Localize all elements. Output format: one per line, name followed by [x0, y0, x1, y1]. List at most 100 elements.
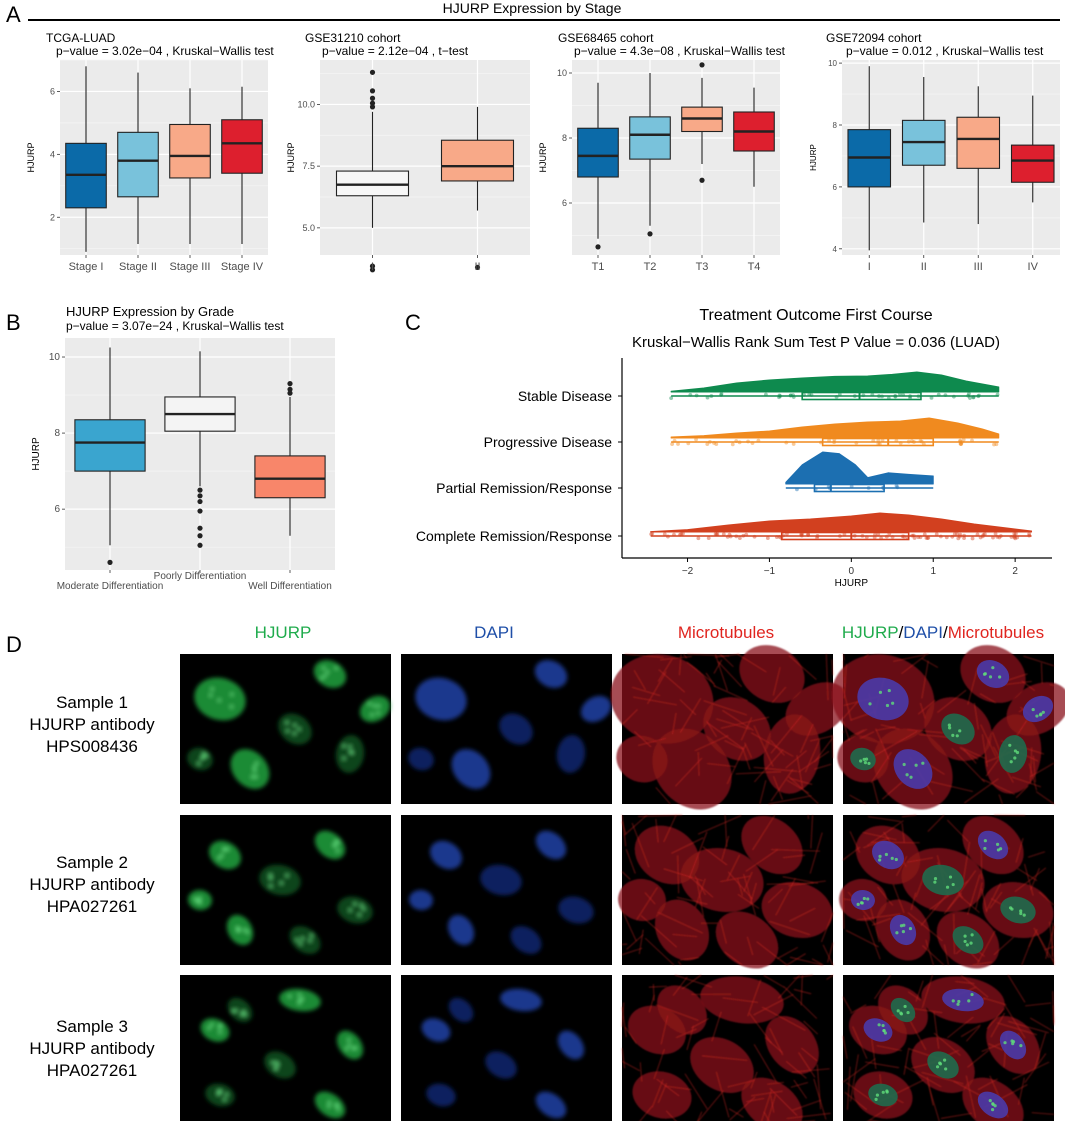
box-well-differentiation — [254, 381, 326, 536]
nuclear-speckle — [309, 933, 314, 938]
nuclear-speckle — [951, 882, 955, 887]
nuclear-speckle — [349, 750, 353, 754]
nuclear-speckle — [230, 692, 234, 696]
microtubule-fiber — [754, 749, 784, 783]
nucleus — [230, 749, 270, 789]
nuclear-speckle — [293, 723, 297, 727]
microtubule-fiber — [877, 886, 894, 906]
microtubule-fiber — [631, 822, 650, 868]
y-tick-label: 10 — [828, 59, 837, 68]
microtubule-fiber — [966, 1026, 981, 1042]
nuclear-speckle — [325, 670, 330, 674]
microtubule-fiber — [624, 814, 648, 836]
microtubule-fiber — [745, 849, 779, 872]
microtubule-fiber — [862, 831, 897, 841]
microtubule-fiber — [907, 857, 934, 863]
nuclear-speckle — [867, 761, 871, 766]
data-point — [714, 442, 719, 447]
nuclear-speckle — [377, 704, 381, 708]
microtubule-fiber — [644, 937, 675, 966]
microtubule-fiber — [926, 1076, 934, 1106]
microtubule-fiber — [789, 907, 816, 922]
microtubule-fiber — [959, 746, 986, 759]
chart-test-label: p−value = 0.012 , Kruskal−Wallis test — [846, 44, 1044, 58]
nuclear-speckle — [218, 1030, 222, 1034]
microtubule-fiber — [788, 880, 826, 887]
microtubule-fiber — [1018, 1077, 1025, 1105]
microtubule-fiber — [1029, 762, 1055, 778]
micrograph-hjurp-sample-2 — [180, 815, 391, 965]
x-tick-label: Stage III — [170, 261, 211, 273]
nucleus — [409, 889, 433, 911]
microtubule-fiber — [753, 766, 798, 772]
microtubule-fiber — [744, 742, 752, 758]
microtubule-fiber — [763, 975, 785, 988]
nuclear-speckle — [951, 999, 955, 1003]
data-point — [967, 391, 971, 396]
microtubule-fiber — [660, 1015, 669, 1045]
nuclear-speckle — [881, 1023, 885, 1028]
microtubule-fiber — [947, 1016, 974, 1039]
nucleus — [209, 840, 241, 870]
microtubule-fiber — [967, 667, 978, 705]
box-body — [221, 119, 263, 174]
nuclear-speckle — [359, 903, 363, 908]
row-label-sample-1: Sample 1 HJURP antibody HPS008436 — [29, 693, 155, 756]
nucleus — [289, 926, 321, 954]
microtubule-fiber — [842, 888, 845, 929]
microtubule-fiber — [990, 1012, 1005, 1038]
outlier-point — [287, 390, 293, 396]
microtubule-fiber — [867, 816, 901, 822]
microtubule-fiber — [1015, 785, 1029, 798]
nucleus — [976, 660, 1010, 688]
microtubule-fiber — [800, 974, 803, 1006]
outlier-point — [287, 386, 293, 392]
box-body — [577, 127, 619, 178]
cell-body — [761, 881, 833, 939]
microtubule-fiber — [672, 712, 677, 735]
nuclear-speckle — [903, 1004, 907, 1009]
group-label: Complete Remission/Response — [416, 528, 612, 544]
nuclear-speckle — [271, 1061, 275, 1065]
microtubule-fiber — [842, 846, 861, 861]
microtubule-fiber — [648, 994, 655, 1013]
outlier-point — [197, 508, 203, 514]
nuclei-layer — [851, 830, 1036, 954]
microtubule-fiber — [814, 763, 832, 770]
data-point — [959, 442, 963, 446]
nucleus — [480, 864, 522, 896]
cell-body — [610, 654, 714, 744]
nuclear-speckle — [967, 999, 971, 1003]
y-tick-label: 4 — [50, 149, 55, 159]
nuclear-speckle — [246, 930, 250, 934]
nucleus — [558, 896, 594, 924]
nucleus — [447, 914, 475, 946]
row-antibody-id: HPA027261 — [47, 1061, 137, 1080]
nuclear-speckle — [202, 752, 206, 756]
nuclear-speckle — [881, 1090, 885, 1094]
micrograph-microtubules-sample-2 — [618, 814, 834, 969]
box-ii — [901, 77, 946, 223]
nuclear-speckle — [899, 1012, 904, 1016]
nuclear-speckle — [279, 881, 283, 885]
y-tick-label: 6 — [50, 86, 55, 96]
microtubule-fiber — [1034, 1032, 1047, 1070]
microtubule-fiber — [788, 776, 819, 805]
microtubule-fiber — [1028, 929, 1038, 948]
x-tick-label: Stage II — [119, 261, 157, 273]
microtubule-fiber — [727, 1079, 755, 1088]
nuclear-speckle — [297, 1001, 301, 1005]
nuclear-speckle — [269, 884, 273, 888]
nuclear-speckle — [878, 690, 883, 694]
microtubule-fiber — [655, 818, 659, 843]
microtubule-fiber — [621, 947, 643, 956]
microtubule-fiber — [785, 1061, 807, 1079]
microtubule-fiber — [803, 1020, 818, 1035]
nuclear-speckle — [323, 674, 327, 678]
nuclear-speckle — [300, 997, 304, 1001]
microtubule-fiber — [907, 912, 943, 942]
box-stage-iv — [221, 86, 263, 244]
nuclear-speckle — [268, 873, 273, 877]
microtubule-fiber — [809, 735, 834, 742]
